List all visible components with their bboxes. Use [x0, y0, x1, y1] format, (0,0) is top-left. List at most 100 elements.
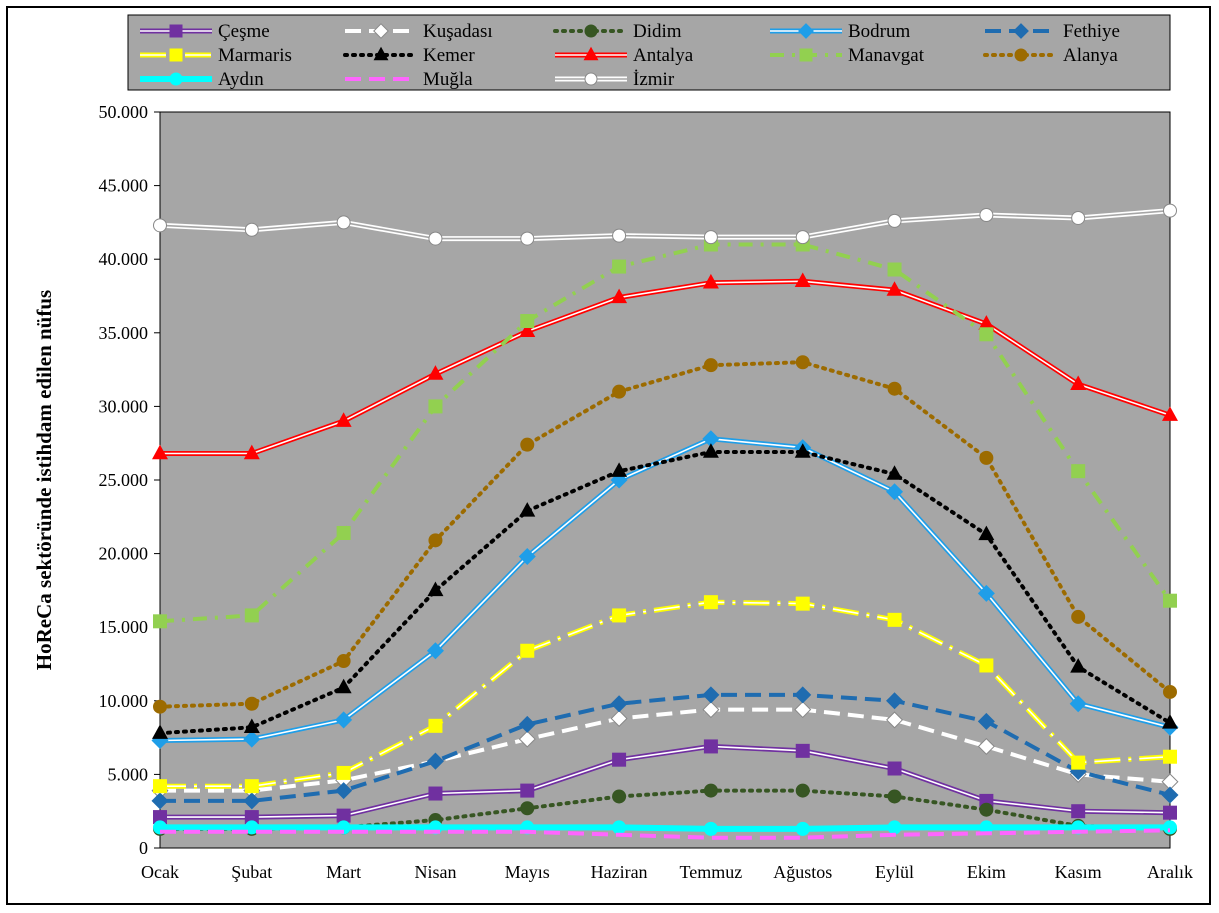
data-point-kemer [794, 443, 811, 458]
series-antalya [152, 272, 1178, 460]
series-fethiye [151, 686, 1179, 810]
data-point-kusadasi [702, 701, 720, 719]
legend-label: Çeşme [218, 21, 270, 42]
x-tick-label: Nisan [414, 862, 456, 882]
data-point-alanya [244, 696, 259, 711]
series-izmir [153, 203, 1177, 246]
legend-label: Alanya [1063, 45, 1118, 66]
data-point-didim [703, 783, 718, 798]
data-point-kemer [335, 678, 352, 694]
series-layer [151, 203, 1179, 840]
data-point-fethiye [702, 686, 720, 704]
series-line-mugla [160, 828, 1171, 840]
data-point-antalya [794, 272, 811, 287]
legend-item-kusadasi: Kuşadası [345, 21, 493, 42]
legend-item-mugla: Muğla [345, 69, 473, 90]
series-line-inner-izmir [159, 209, 1171, 240]
legend-label: Marmaris [218, 45, 292, 66]
series-line-inner-bodrum [159, 438, 1171, 742]
legend-item-izmir: İzmir [555, 69, 675, 90]
data-point-kusadasi [610, 709, 628, 727]
data-point-fethiye [794, 686, 812, 704]
legend-item-aydin: Aydın [140, 69, 264, 90]
data-point-aydin [795, 821, 810, 836]
legend: Çeşme Kuşadası Didim Bodrum Fethiye Marmaris K… [140, 21, 1120, 90]
x-tick-label: Kasım [1055, 862, 1102, 882]
data-point-antalya [243, 444, 260, 460]
legend-item-kemer: Kemer [343, 45, 475, 66]
data-point-alanya [153, 699, 167, 714]
data-point-manavgat [520, 314, 535, 329]
data-point-izmir [336, 215, 351, 230]
x-tick-label: Ağustos [773, 862, 832, 882]
data-point-manavgat [1071, 464, 1086, 479]
series-line-inner-antalya [160, 280, 1171, 455]
data-point-alanya [520, 437, 535, 452]
data-point-fethiye [977, 712, 995, 730]
data-point-didim [979, 802, 994, 817]
data-point-kemer [243, 718, 260, 733]
legend-item-cesme: Çeşme [140, 21, 270, 42]
y-tick-label: 30.000 [99, 396, 149, 416]
y-tick-label: 5.000 [108, 764, 149, 784]
legend-item-fethiye: Fethiye [985, 21, 1120, 42]
data-point-kusadasi [518, 730, 536, 748]
legend-label: Muğla [423, 69, 473, 90]
x-tick-label: Ocak [141, 862, 179, 882]
y-tick-label: 0 [139, 838, 148, 858]
legend-item-alanya: Alanya [983, 45, 1118, 66]
data-point-legend-kusadasi [373, 23, 389, 39]
data-point-legend-kemer [373, 46, 389, 61]
data-point-bodrum [243, 730, 261, 748]
data-point-manavgat [612, 259, 627, 274]
legend-label: Antalya [633, 45, 694, 66]
x-tick-label: Aralık [1147, 862, 1193, 882]
data-point-marmaris [795, 596, 810, 611]
legend-background [127, 14, 1171, 91]
data-point-kemer [611, 462, 628, 477]
data-point-manavgat [887, 262, 902, 277]
data-point-legend-fethiye [1013, 23, 1029, 39]
data-point-antalya [702, 273, 719, 289]
legend-item-antalya: Antalya [555, 45, 694, 66]
data-point-izmir [612, 228, 627, 243]
legend-label: Aydın [218, 69, 264, 90]
x-axis: Ocak Şubat Mart Nisan Mayıs Haziran Temmuz Ağus… [141, 862, 1193, 882]
y-axis: 0 5.000 10.000 15.000 20.000 25.000 30.000 35.0… [99, 102, 160, 858]
data-point-cesme [887, 761, 902, 776]
data-point-alanya [703, 358, 718, 373]
data-point-bodrum [518, 548, 536, 566]
x-tick-label: Temmuz [680, 862, 743, 882]
data-point-marmaris [520, 643, 535, 658]
data-point-kusadasi [794, 701, 812, 719]
data-point-cesme [612, 752, 627, 767]
series-aydin [153, 820, 1177, 836]
data-point-aydin [612, 820, 627, 835]
y-tick-label: 15.000 [99, 617, 149, 637]
data-point-fethiye [243, 792, 261, 810]
data-point-bodrum [886, 483, 904, 501]
data-point-fethiye [610, 695, 628, 713]
data-point-cesme [1163, 805, 1177, 820]
series-line-alanya [158, 360, 1172, 709]
data-point-alanya [336, 654, 351, 669]
data-point-bodrum [1069, 695, 1087, 713]
data-point-fethiye [151, 792, 169, 810]
y-axis-label: HoReCa sektöründe istihdam edilen nüfus [32, 290, 56, 670]
legend-item-didim: Didim [553, 21, 682, 42]
data-point-manavgat [153, 614, 167, 629]
data-point-antalya [519, 322, 536, 338]
data-point-cesme [795, 743, 810, 758]
data-point-kusadasi [886, 711, 904, 729]
data-point-legend-izmir [584, 72, 598, 86]
data-point-legend-aydin [169, 72, 183, 86]
data-point-legend-alanya [1014, 48, 1028, 62]
data-point-aydin [887, 820, 902, 835]
legend-item-bodrum: Bodrum [770, 21, 911, 42]
series-line-manavgat [159, 242, 1172, 624]
data-point-fethiye [886, 692, 904, 710]
legend-label: Fethiye [1063, 21, 1120, 42]
legend-label: Kemer [423, 45, 475, 66]
series-kemer [152, 443, 1178, 739]
data-point-izmir [1071, 210, 1086, 225]
